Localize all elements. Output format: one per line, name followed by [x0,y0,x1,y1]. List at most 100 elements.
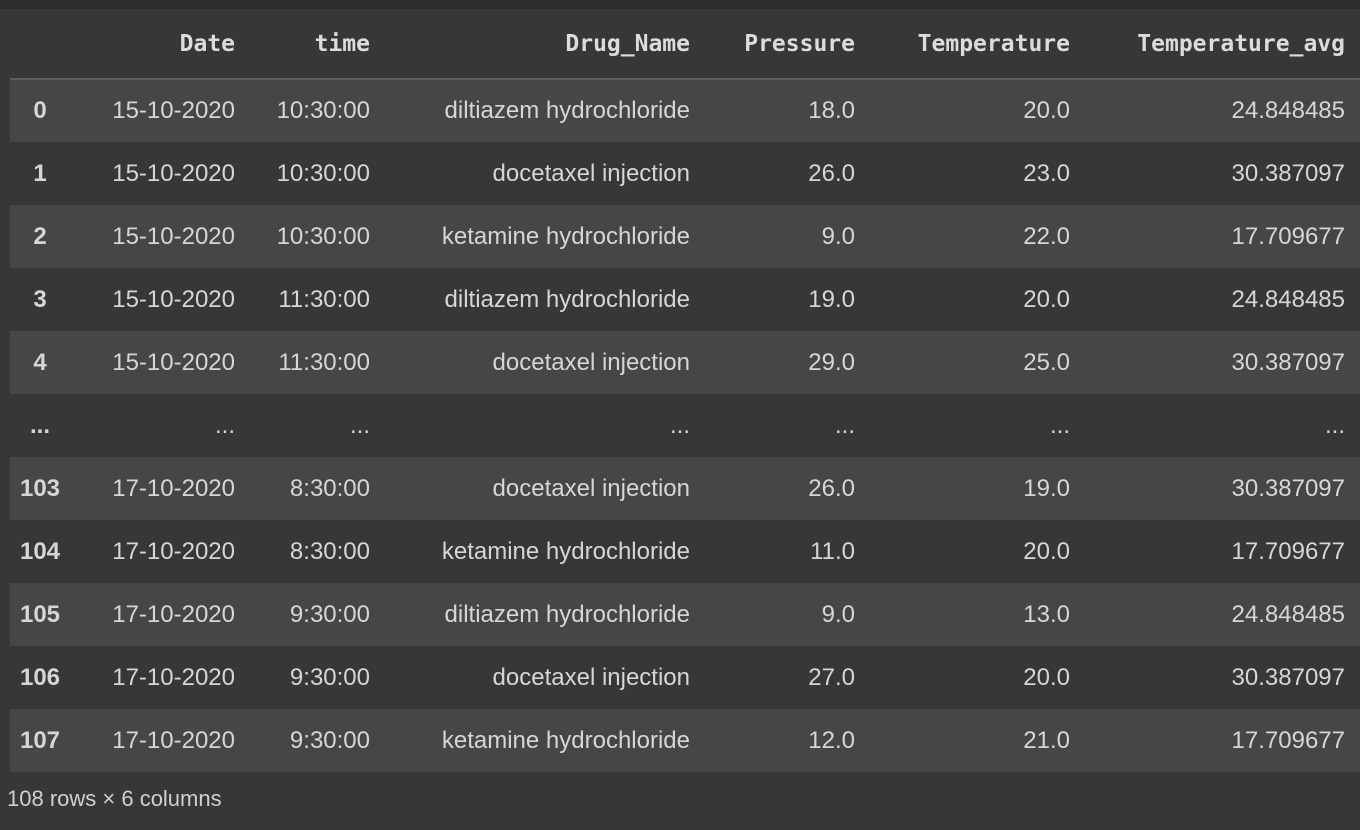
table-cell: ... [669,411,690,439]
table-cell: 30.387097 [1231,474,1345,502]
row-index: 2 [33,222,47,250]
table-dimensions-label: 108 rows × 6 columns [7,786,222,811]
table-row: 0 15-10-2020 10:30:00 diltiazem hydrochlori… [10,79,1360,142]
table-cell: 15-10-2020 [112,348,235,376]
table-cell: 17-10-2020 [112,474,235,502]
table-cell: 9:30:00 [289,726,370,754]
table-cell: 24.848485 [1231,97,1345,124]
table-cell: ... [834,411,855,439]
table-cell: 19.0 [808,285,855,313]
table-row: 104 17-10-2020 8:30:00 ketamine hydrochlori… [10,520,1360,583]
table-cell: 20.0 [1023,97,1070,124]
dataframe-output: Date time Drug_Name Pressure Temperature Temp… [10,9,1360,772]
table-cell: 17.709677 [1231,726,1345,754]
column-header-temperature_avg: Temperature_avg [1085,9,1360,80]
table-cell: 10:30:00 [276,222,370,250]
table-cell: 25.0 [1023,348,1070,376]
table-cell: 8:30:00 [289,537,370,565]
table-row: 3 15-10-2020 11:30:00 diltiazem hydrochlori… [10,268,1360,331]
table-cell: docetaxel injection [492,348,690,376]
table-cell: 30.387097 [1231,348,1345,376]
table-row: 103 17-10-2020 8:30:00 docetaxel injection 2… [10,457,1360,520]
table-cell: ketamine hydrochloride [441,222,690,250]
row-index: 1 [33,159,47,187]
table-cell: 11:30:00 [278,348,370,376]
output-top-strip [0,0,1360,9]
table-cell: ... [1324,411,1345,439]
column-header-date: Date [70,9,250,80]
table-cell: 21.0 [1023,726,1070,754]
table-cell: ... [214,411,235,439]
table-cell: 8:30:00 [289,474,370,502]
row-index: ... [29,411,50,439]
table-cell: docetaxel injection [492,663,690,691]
table-cell: 24.848485 [1231,285,1345,313]
table-cell: 15-10-2020 [112,159,235,187]
table-cell: 30.387097 [1231,159,1345,187]
table-cell: 19.0 [1023,474,1070,502]
row-index: 107 [19,726,61,754]
table-cell: docetaxel injection [492,474,690,502]
table-row: 1 15-10-2020 10:30:00 docetaxel injection 26… [10,142,1360,205]
table-cell: 26.0 [808,159,855,187]
row-index: 0 [33,97,47,124]
table-cell: 24.848485 [1231,600,1345,628]
column-header-time: time [250,9,385,80]
truncation-row: ..................... [10,394,1360,457]
table-cell: 9.0 [821,222,855,250]
table-cell: 17-10-2020 [112,663,235,691]
table-cell: 11:30:00 [278,285,370,313]
table-row: 4 15-10-2020 11:30:00 docetaxel injection 29… [10,331,1360,394]
table-cell: 29.0 [808,348,855,376]
table-cell: 23.0 [1023,159,1070,187]
table-cell: 9:30:00 [289,600,370,628]
header-row: Date time Drug_Name Pressure Temperature Temp… [10,9,1360,80]
table-cell: 30.387097 [1231,663,1345,691]
table-header: Date time Drug_Name Pressure Temperature Temp… [10,9,1360,80]
table-cell: 17.709677 [1231,537,1345,565]
table-cell: 18.0 [808,97,855,124]
table-cell: 20.0 [1023,285,1070,313]
table-cell: 22.0 [1023,222,1070,250]
table-cell: 15-10-2020 [112,97,235,124]
table-cell: 13.0 [1023,600,1070,628]
row-index: 103 [19,474,61,502]
table-row: 105 17-10-2020 9:30:00 diltiazem hydrochlor… [10,583,1360,646]
table-cell: 26.0 [808,474,855,502]
table-row: 2 15-10-2020 10:30:00 ketamine hydrochlorid… [10,205,1360,268]
table-cell: diltiazem hydrochloride [444,97,690,124]
table-cell: diltiazem hydrochloride [444,600,690,628]
table-cell: ... [349,411,370,439]
table-cell: 17-10-2020 [112,600,235,628]
dataframe-table: Date time Drug_Name Pressure Temperature Temp… [10,9,1360,772]
table-cell: 15-10-2020 [112,222,235,250]
row-index: 106 [19,663,61,691]
table-cell: 15-10-2020 [112,285,235,313]
row-index: 3 [33,285,47,313]
table-body: 0 15-10-2020 10:30:00 diltiazem hydrochlori… [10,79,1360,772]
table-cell: 9:30:00 [289,663,370,691]
table-cell: 20.0 [1023,537,1070,565]
column-header-drug_name: Drug_Name [385,9,705,80]
table-row: 107 17-10-2020 9:30:00 ketamine hydrochlori… [10,709,1360,772]
table-cell: 10:30:00 [276,97,370,124]
index-column-header [10,9,70,80]
column-header-pressure: Pressure [705,9,870,80]
row-index: 104 [19,537,61,565]
row-index: 4 [33,348,47,376]
table-cell: diltiazem hydrochloride [444,285,690,313]
table-cell: 9.0 [821,600,855,628]
table-cell: 11.0 [810,537,855,565]
table-cell: 12.0 [808,726,855,754]
table-cell: 27.0 [808,663,855,691]
table-cell: docetaxel injection [492,159,690,187]
table-cell: 17-10-2020 [112,537,235,565]
table-cell: 10:30:00 [276,159,370,187]
table-cell: 20.0 [1023,663,1070,691]
table-cell: 17.709677 [1231,222,1345,250]
table-cell: ... [1049,411,1070,439]
table-cell: ketamine hydrochloride [441,726,690,754]
row-index: 105 [19,600,61,628]
column-header-temperature: Temperature [870,9,1085,80]
table-cell: ketamine hydrochloride [441,537,690,565]
